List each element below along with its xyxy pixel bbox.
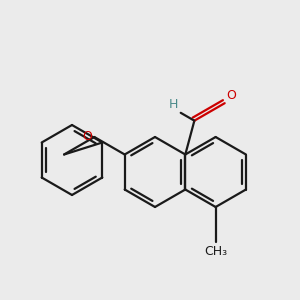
- Text: O: O: [82, 130, 92, 143]
- Text: CH₃: CH₃: [204, 245, 227, 258]
- Text: O: O: [227, 89, 237, 102]
- Text: H: H: [168, 98, 178, 111]
